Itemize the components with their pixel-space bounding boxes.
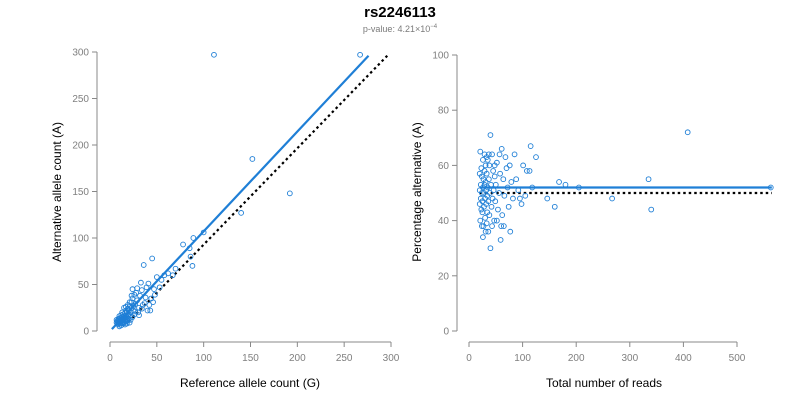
left-data-point: [238, 210, 244, 216]
left-data-point: [128, 292, 135, 299]
left-data-point: [180, 241, 186, 248]
left-x-axis-label: Reference allele count (G): [180, 376, 320, 390]
left-data-point: [249, 156, 256, 162]
subtitle-text: p-value: 4.21×10: [362, 24, 431, 34]
left-data-point: [139, 302, 146, 308]
left-data-point: [145, 280, 152, 287]
left-x-tick-label: 250: [336, 353, 353, 364]
left-data-point: [140, 262, 147, 268]
left-data-point: [138, 305, 145, 312]
left-data-point: [156, 284, 163, 291]
left-data-point: [134, 285, 141, 292]
left-data-point: [153, 274, 160, 280]
left-data-point: [115, 321, 122, 328]
left-data-point: [114, 320, 121, 327]
left-data-point: [189, 263, 196, 269]
left-data-point: [150, 299, 156, 306]
left-data-point: [129, 286, 136, 293]
left-y-tick-label: 150: [72, 187, 89, 198]
left-data-point: [169, 272, 176, 279]
left-data-point: [151, 286, 157, 293]
left-y-tick-label: 300: [72, 48, 89, 59]
left-y-tick-label: 50: [78, 280, 90, 291]
left-x-tick-label: 100: [195, 353, 212, 364]
left-data-point: [116, 313, 123, 319]
subtitle-exponent: −4: [430, 24, 438, 30]
left-data-point: [141, 300, 148, 306]
left-data-point: [146, 302, 153, 308]
left-y-axis-label: Alternative allele count (A): [50, 122, 64, 262]
left-data-point: [142, 294, 149, 301]
left-data-point: [113, 316, 120, 323]
chart-title: rs2246113: [364, 4, 436, 21]
left-x-tick-label: 0: [107, 353, 113, 364]
left-x-tick-label: 150: [242, 353, 259, 364]
left-data-point: [152, 291, 158, 298]
left-data-point: [136, 312, 142, 319]
left-x-tick-label: 300: [383, 353, 400, 364]
chart-subtitle: p-value: 4.21×10−4: [0, 24, 800, 34]
left-data-point: [211, 51, 217, 58]
left-y-tick-label: 250: [72, 94, 89, 105]
left-y-tick-label: 200: [72, 141, 89, 152]
left-data-point: [113, 319, 120, 326]
left-data-point: [200, 229, 207, 236]
left-data-point: [132, 308, 139, 315]
left-fit-line: [111, 54, 370, 330]
left-y-tick-label: 100: [72, 234, 89, 245]
left-data-point: [123, 303, 129, 310]
left-data-point: [172, 265, 179, 272]
left-data-point: [138, 287, 145, 293]
left-x-tick-label: 200: [289, 353, 306, 364]
left-reference-line: [127, 54, 389, 323]
left-data-point: [124, 302, 131, 308]
left-data-point: [147, 307, 154, 314]
left-data-point: [187, 253, 194, 260]
left-data-point: [137, 292, 143, 299]
left-data-point: [190, 235, 197, 241]
left-data-point: [158, 277, 165, 283]
left-data-point: [124, 305, 131, 312]
left-data-point: [149, 255, 156, 262]
left-y-tick-label: 0: [83, 327, 89, 338]
left-data-point: [286, 190, 293, 197]
left-data-point: [131, 291, 138, 298]
left-data-point: [144, 307, 151, 314]
left-data-point: [138, 279, 144, 286]
left-data-point: [186, 245, 193, 252]
left-data-point: [357, 51, 363, 58]
left-data-point: [161, 272, 168, 279]
left-x-tick-label: 50: [151, 353, 163, 364]
